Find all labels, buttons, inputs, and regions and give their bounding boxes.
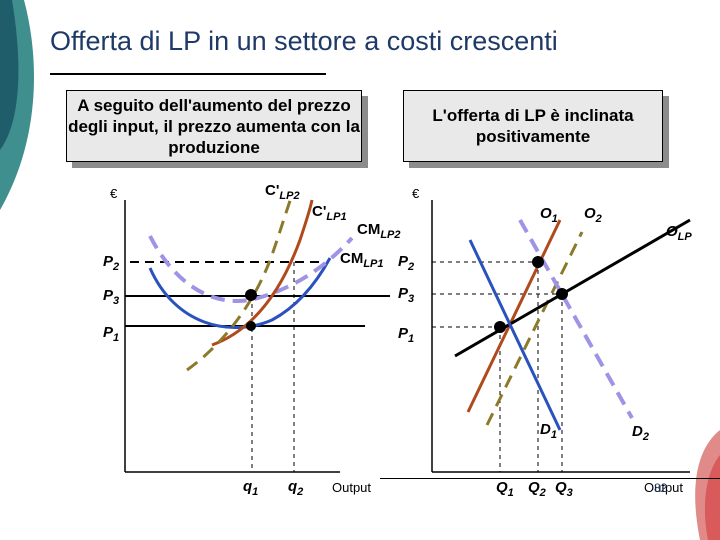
left-equilibrium-p1 [246, 321, 256, 331]
note-text-left: A seguito dell'aumento del prezzo degli … [68, 95, 360, 157]
q2-label: q2 [288, 478, 303, 498]
olp-label: OLP [666, 223, 692, 243]
title-underline [50, 73, 326, 75]
left-x-axis-label: Output [332, 480, 371, 495]
right-x-axis-label: Output [644, 480, 683, 495]
supply-o1-curve [466, 219, 562, 413]
o2-label: O2 [584, 205, 602, 225]
slide-decoration-right [695, 430, 720, 540]
cm-lp2-curve [148, 235, 354, 303]
Q1-label: Q1 [496, 479, 514, 499]
right-equilibrium-p1 [494, 321, 506, 333]
d2-label: D2 [632, 423, 649, 443]
right-graph: € Output O1 O2 OLP P2 P3 P1 D1 D2 Q1 [398, 186, 692, 499]
page-number: 82 [654, 481, 668, 495]
q1-label: q1 [243, 478, 258, 498]
right-p3-label: P3 [398, 285, 414, 305]
right-equilibrium-p3 [556, 288, 568, 300]
cm-lp1-label: CMLP1 [340, 250, 384, 270]
slide-decoration-left [0, 0, 34, 210]
demand-d2-curve [518, 219, 634, 419]
cm-lp2-label: CMLP2 [357, 221, 401, 241]
Q2-label: Q2 [528, 479, 546, 499]
supply-o2-curve [485, 231, 584, 426]
left-p2-label: P2 [103, 253, 119, 273]
Q3-label: Q3 [555, 479, 573, 499]
left-p1-label: P1 [103, 324, 119, 344]
left-p3-label: P3 [103, 287, 119, 307]
left-equilibrium-p3 [245, 289, 257, 301]
d1-label: D1 [540, 421, 557, 441]
note-box-right: L'offerta di LP è inclinata positivament… [403, 90, 663, 162]
c-lp1-label: C'LP1 [312, 203, 347, 223]
c-lp2-label: C'LP2 [265, 182, 300, 202]
note-box-left: A seguito dell'aumento del prezzo degli … [66, 90, 362, 162]
right-p1-label: P1 [398, 325, 414, 345]
o1-label: O1 [540, 205, 558, 225]
note-text-right: L'offerta di LP è inclinata positivament… [432, 106, 634, 146]
left-y-axis-label: € [110, 186, 118, 201]
c-lp1-curve [211, 199, 314, 347]
cm-lp1-curve [148, 257, 332, 329]
right-p2-label: P2 [398, 253, 414, 273]
demand-d1-curve [468, 239, 562, 431]
right-y-axis-label: € [412, 186, 420, 201]
supply-olp-curve [454, 218, 691, 358]
c-lp2-curve [186, 194, 294, 372]
left-graph: € Output C'LP2 C'LP1 CMLP2 CMLP1 P2 P3 P… [103, 182, 401, 498]
right-equilibrium-p2 [532, 256, 544, 268]
slide-title: Offerta di LP in un settore a costi cres… [50, 26, 558, 56]
footer-rule [380, 478, 720, 479]
